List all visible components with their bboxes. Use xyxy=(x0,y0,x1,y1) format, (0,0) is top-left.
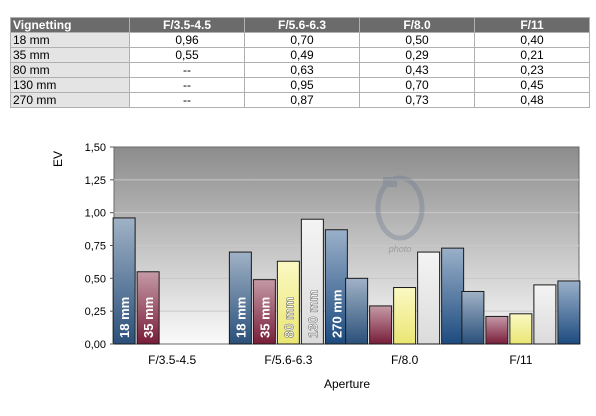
table-cell: 0,55 xyxy=(129,47,245,63)
table-cell: 0,63 xyxy=(244,62,360,78)
bar xyxy=(533,284,557,345)
bar xyxy=(136,271,160,345)
vignetting-table: Vignetting F/3.5-4.5 F/5.6-6.3 F/8.0 F/1… xyxy=(10,17,590,108)
bar-series-label: 35 mm xyxy=(257,297,272,338)
y-tick-label: 0,00 xyxy=(85,339,106,351)
bar-series-label: 18 mm xyxy=(117,297,132,338)
y-axis-ticks: 0,00 0,25 0,50 0,75 1,00 1,25 1,50 xyxy=(85,142,114,351)
x-tick-label: F/3.5-4.5 xyxy=(148,353,196,367)
table-row: 130 mm -- 0,95 0,70 0,45 xyxy=(10,77,590,93)
table-cell: 0,45 xyxy=(474,77,590,93)
bar-series-label: 18 mm xyxy=(233,297,248,338)
bar-series-label: 130 mm xyxy=(305,290,320,338)
table-header-cell: F/5.6-6.3 xyxy=(244,17,360,33)
bar xyxy=(485,315,509,345)
table-cell: 0,70 xyxy=(244,32,360,48)
y-tick-label: 1,25 xyxy=(85,175,106,187)
y-tick-label: 0,50 xyxy=(85,273,106,285)
table-cell: 0,70 xyxy=(359,77,475,93)
table-cell: -- xyxy=(129,62,245,78)
table-cell: 0,87 xyxy=(244,92,360,108)
table-row: 35 mm 0,55 0,49 0,29 0,21 xyxy=(10,47,590,63)
vignetting-bar-chart: photo 18 mm 35 mm 18 mm 35 mm 80 mm 130 mm 270… xyxy=(51,142,581,391)
table-header-row: Vignetting F/3.5-4.5 F/5.6-6.3 F/8.0 F/1… xyxy=(10,17,590,33)
table-row: 18 mm 0,96 0,70 0,50 0,40 xyxy=(10,32,590,48)
table-header-cell: F/11 xyxy=(474,17,590,33)
bar xyxy=(252,279,276,345)
x-tick-label: F/11 xyxy=(509,353,532,367)
table-cell: 0,40 xyxy=(474,32,590,48)
watermark-text: photo xyxy=(388,244,412,254)
bars xyxy=(112,217,581,345)
table-cell: 0,49 xyxy=(244,47,360,63)
bar-labels: 18 mm 35 mm 18 mm 35 mm 80 mm 130 mm 270 mm xyxy=(117,289,344,338)
table-cell: 0,96 xyxy=(129,32,245,48)
x-axis-ticks: F/3.5-4.5 F/5.6-6.3 F/8.0 F/11 xyxy=(148,353,533,367)
x-tick-label: F/5.6-6.3 xyxy=(264,353,312,367)
row-label: 130 mm xyxy=(10,77,130,93)
bar xyxy=(276,260,300,345)
row-label: 270 mm xyxy=(10,92,130,108)
bar xyxy=(441,247,465,345)
row-label: 35 mm xyxy=(10,47,130,63)
x-axis-label: Aperture xyxy=(324,377,370,391)
bar xyxy=(557,280,581,345)
table-row: 80 mm -- 0,63 0,43 0,23 xyxy=(10,62,590,78)
table-cell: 0,48 xyxy=(474,92,590,108)
table-cell: -- xyxy=(129,92,245,108)
table-row: 270 mm -- 0,87 0,73 0,48 xyxy=(10,92,590,108)
row-label: 18 mm xyxy=(10,32,130,48)
bar xyxy=(461,290,485,345)
bar xyxy=(228,251,252,345)
table-cell: 0,50 xyxy=(359,32,475,48)
y-tick-label: 1,50 xyxy=(85,142,106,154)
bar xyxy=(417,251,441,345)
table-cell: 0,29 xyxy=(359,47,475,63)
bar xyxy=(509,313,533,345)
bar xyxy=(345,277,369,345)
table-cell: 0,43 xyxy=(359,62,475,78)
y-tick-label: 1,00 xyxy=(85,208,106,220)
bar xyxy=(393,287,417,345)
table-cell: 0,23 xyxy=(474,62,590,78)
table-header-cell: F/3.5-4.5 xyxy=(129,17,245,33)
table-cell: 0,95 xyxy=(244,77,360,93)
bar xyxy=(369,305,393,345)
row-label: 80 mm xyxy=(10,62,130,78)
y-axis-label: EV xyxy=(51,151,65,167)
x-tick-label: F/8.0 xyxy=(391,353,419,367)
bar xyxy=(300,218,324,345)
table-cell: 0,21 xyxy=(474,47,590,63)
bar-series-label: 270 mm xyxy=(329,290,344,338)
y-tick-label: 0,75 xyxy=(85,241,106,253)
table-header-cell: Vignetting xyxy=(10,17,130,33)
bar-series-label: 35 mm xyxy=(141,297,156,338)
bar xyxy=(112,217,136,345)
bar-series-label: 80 mm xyxy=(281,297,296,338)
table-header-cell: F/8.0 xyxy=(359,17,475,33)
table-cell: 0,73 xyxy=(359,92,475,108)
table-cell: -- xyxy=(129,77,245,93)
y-tick-label: 0,25 xyxy=(85,306,106,318)
watermark: photo xyxy=(375,175,425,254)
